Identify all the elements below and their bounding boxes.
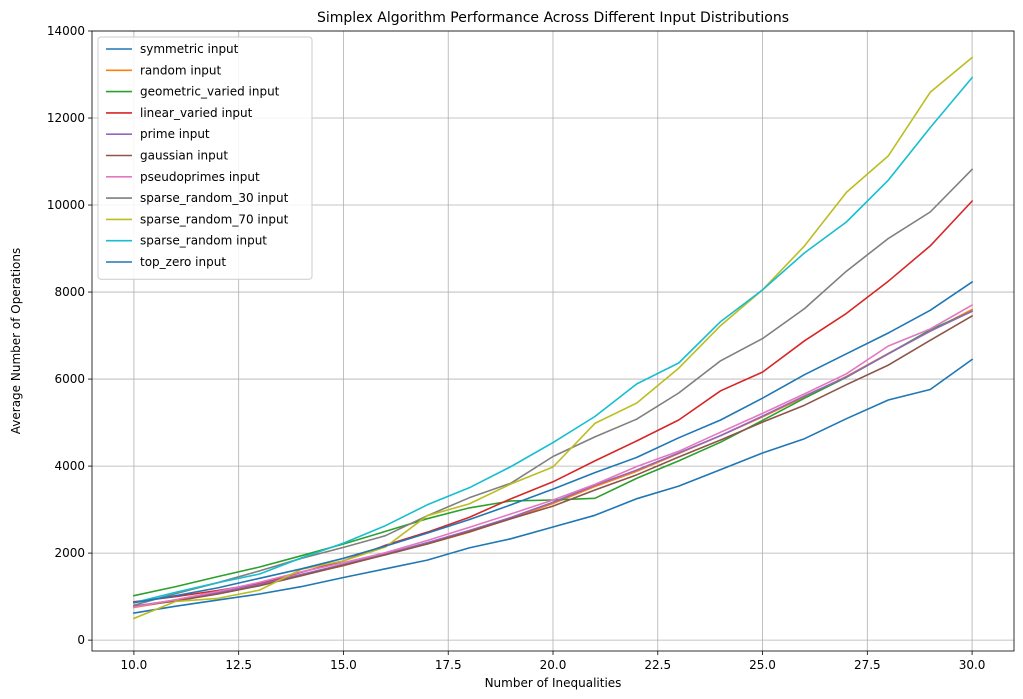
- legend-label: gaussian input: [140, 149, 228, 163]
- series-lines: [132, 56, 974, 620]
- y-tick-label: 12000: [47, 111, 85, 125]
- legend-label: geometric_varied input: [140, 85, 280, 99]
- x-tick-label: 10.0: [121, 658, 148, 672]
- y-tick-label: 10000: [47, 198, 85, 212]
- grid: [92, 30, 1014, 651]
- series-line-sparse-random-30-input: [132, 168, 974, 607]
- x-tick-label: 20.0: [540, 658, 567, 672]
- x-tick-label: 25.0: [749, 658, 776, 672]
- series-line-pseudoprimes-input: [132, 304, 974, 609]
- y-tick-label: 4000: [54, 459, 85, 473]
- legend: symmetric input random input geometric_var…: [97, 36, 313, 280]
- legend-label: linear_varied input: [140, 106, 253, 120]
- legend-label: sparse_random_30 input: [140, 191, 289, 205]
- y-tick-label: 0: [77, 633, 85, 647]
- legend-label: prime input: [140, 127, 210, 141]
- series-line-top-zero-input: [132, 280, 974, 604]
- legend-label: sparse_random_70 input: [140, 212, 289, 226]
- legend-box: [97, 36, 313, 280]
- chart-title: Simplex Algorithm Performance Across Dif…: [317, 10, 789, 26]
- series-line-symmetric-input: [132, 358, 974, 615]
- series-line-prime-input: [132, 310, 974, 608]
- legend-label: pseudoprimes input: [140, 170, 260, 184]
- legend-label: top_zero input: [140, 255, 226, 269]
- y-tick-label: 8000: [54, 285, 85, 299]
- x-axis-title: Number of Inequalities: [485, 676, 622, 690]
- series-line-linear-varied-input: [133, 199, 974, 603]
- x-axis-ticks: 10.0 12.5 15.0 17.5 20.0 22.5 25.0 27.5 30.0: [121, 651, 986, 672]
- x-tick-label: 15.0: [330, 658, 357, 672]
- legend-label: random input: [140, 63, 222, 77]
- x-tick-label: 12.5: [225, 658, 252, 672]
- x-tick-label: 22.5: [644, 658, 671, 672]
- legend-label: sparse_random input: [140, 234, 267, 248]
- series-line-sparse-random-input: [132, 76, 974, 604]
- series-line-sparse-random-70-input: [132, 56, 974, 620]
- legend-label: symmetric input: [140, 42, 239, 56]
- x-tick-label: 27.5: [854, 658, 881, 672]
- y-axis-ticks: 0 2000 4000 6000 8000 10000 12000 14000: [47, 24, 92, 647]
- x-tick-label: 17.5: [435, 658, 462, 672]
- y-tick-label: 14000: [47, 24, 85, 38]
- x-tick-label: 30.0: [959, 658, 986, 672]
- y-tick-label: 2000: [54, 546, 85, 560]
- y-axis-title: Average Number of Operations: [9, 248, 23, 434]
- y-tick-label: 6000: [54, 372, 85, 386]
